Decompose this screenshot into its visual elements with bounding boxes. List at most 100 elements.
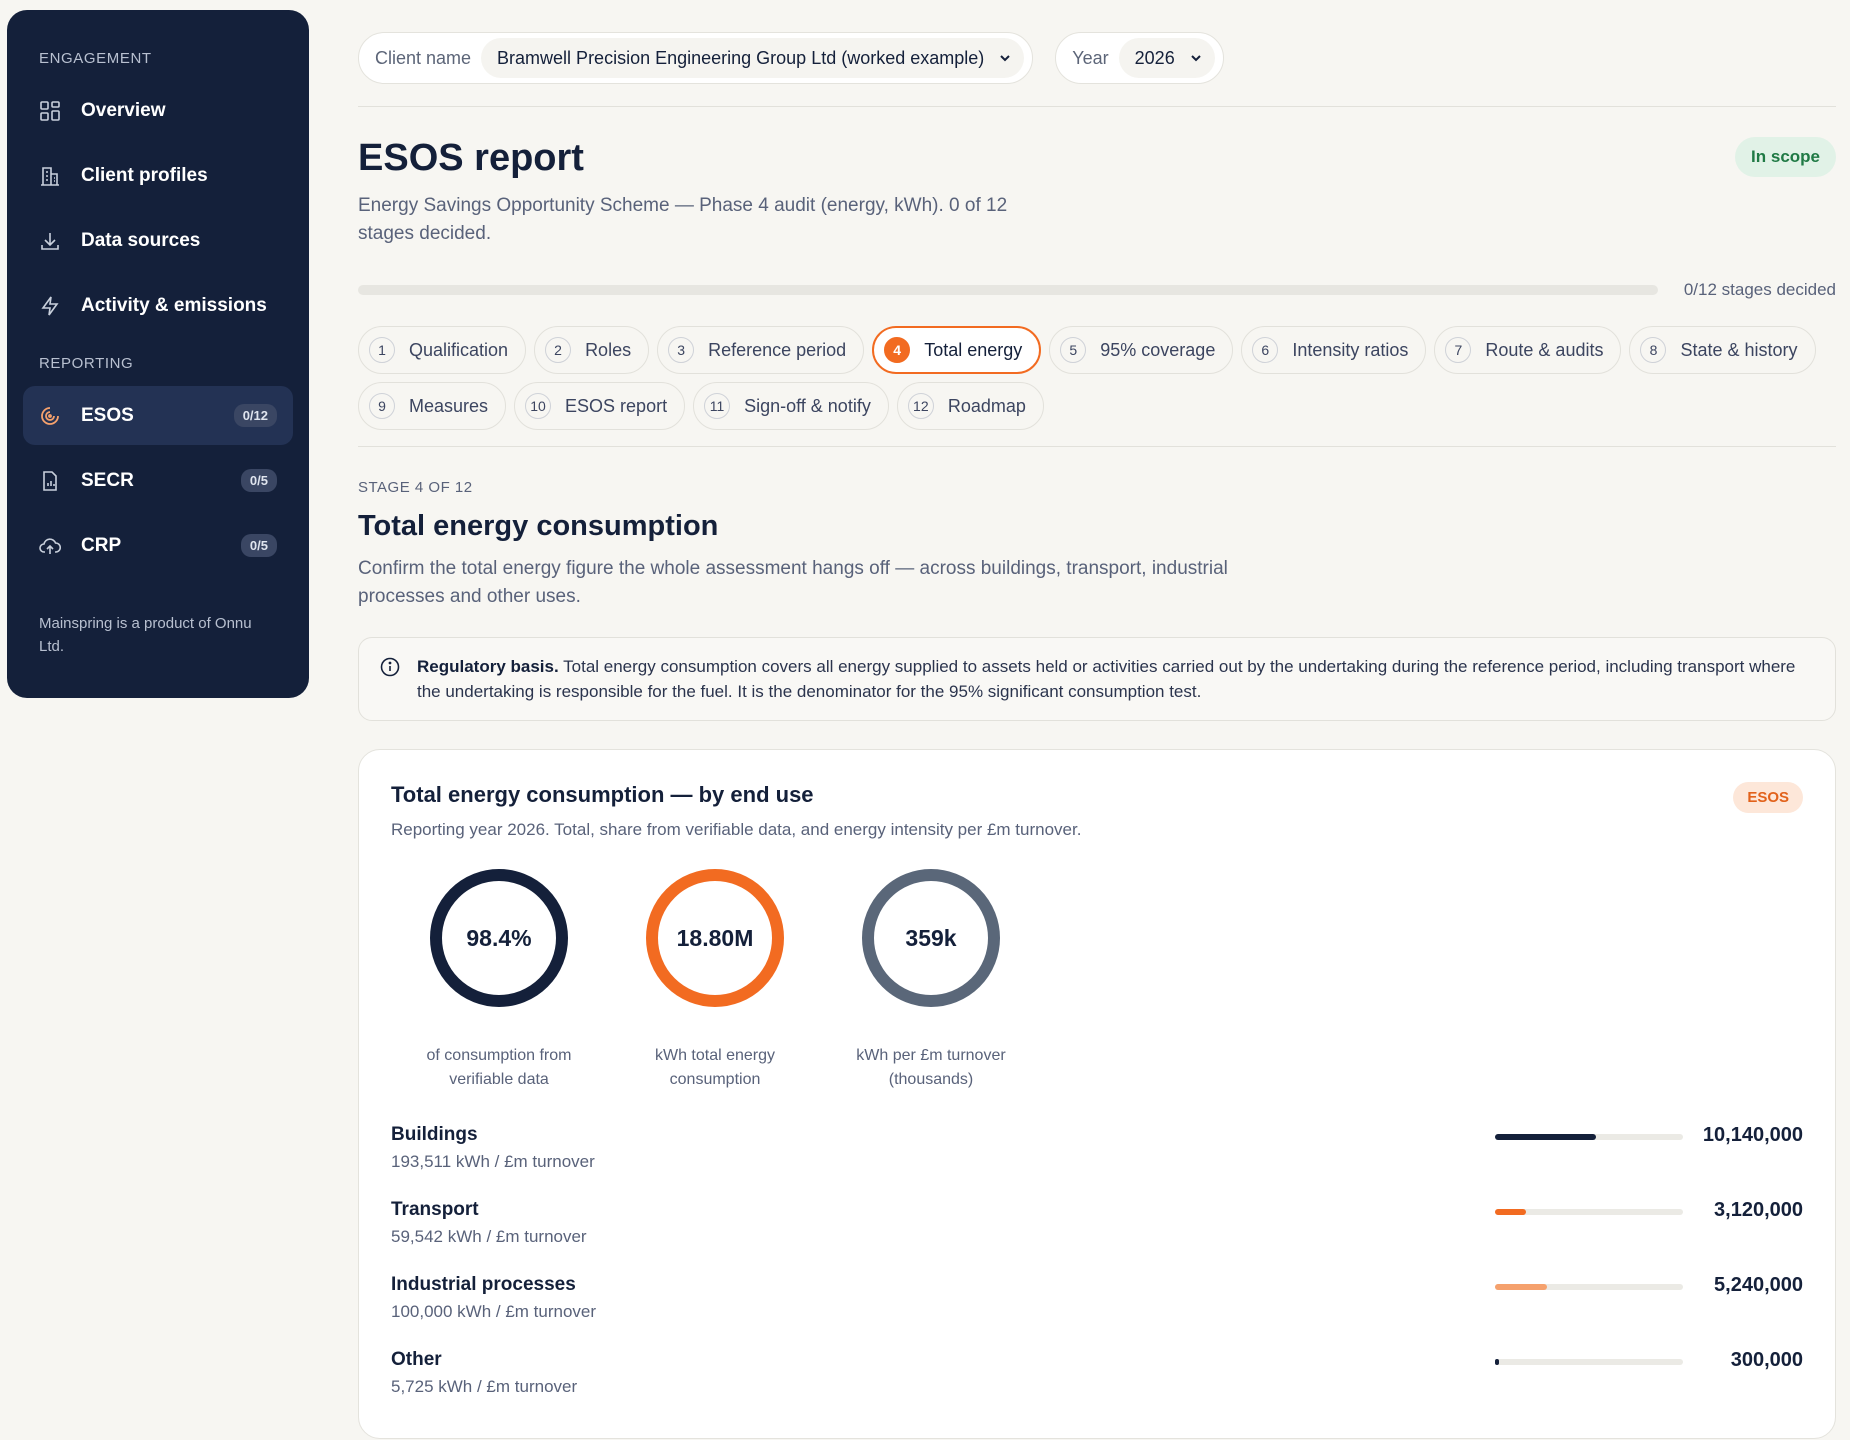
sidebar-item-label: SECR [81,469,134,491]
end-use-bar [1495,1134,1683,1140]
divider [358,106,1836,107]
page-title: ESOS report [358,137,584,179]
progress-text: 0/12 stages decided [1683,280,1836,299]
end-use-value: 300,000 [1730,1349,1803,1371]
end-use-value: 3,120,000 [1714,1199,1803,1221]
stage-label: Measures [409,395,489,416]
sidebar-footer: Mainspring is a product of Onnu Ltd. [39,615,252,655]
end-use-intensity: 100,000 kWh / £m turnover [391,1302,597,1321]
end-use-name: Industrial processes [391,1274,576,1295]
progress-badge: 0/5 [240,469,277,492]
end-use-bar-fill [1495,1134,1597,1140]
client-dropdown[interactable]: Bramwell Precision Engineering Group Ltd… [481,38,1025,78]
stage-number: 12 [907,393,934,419]
chevron-down-icon [1000,55,1010,62]
stage-tab-3[interactable]: 3 Reference period [657,326,865,374]
stage-label: ESOS report [565,395,668,416]
stage-tab-2[interactable]: 2 Roles [534,326,650,374]
sidebar-section-engagement: ENGAGEMENT [39,50,152,67]
end-use-row: Transport 59,542 kWh / £m turnover 3,120,0… [391,1199,1803,1274]
stage-tab-8[interactable]: 8 State & history [1629,326,1816,374]
stage-tab-9[interactable]: 9 Measures [358,382,507,430]
year-dropdown[interactable]: 2026 [1118,38,1215,78]
stage-number: 9 [369,393,395,419]
stage-number: 7 [1445,337,1472,363]
sidebar-item-label: Overview [81,99,166,121]
stage-tab-4[interactable]: 4 Total energy [872,326,1042,374]
donut-value: 18.80M [676,924,754,951]
stage-number: 2 [545,337,572,363]
progress-bar [358,285,1658,295]
stage-label: Total energy [924,339,1023,360]
stage-tab-5[interactable]: 5 95% coverage [1049,326,1234,374]
document-chart-icon [39,470,61,492]
end-use-bar [1495,1359,1683,1365]
donut-ring: 359k [861,868,1001,1008]
stage-number: 6 [1252,337,1279,363]
info-icon [380,657,400,677]
regulatory-callout: Regulatory basis. Total energy consumpti… [358,637,1836,721]
donut-metric: 18.80M kWh total energy consumption [607,868,823,1092]
stage-label: Roadmap [947,395,1026,416]
end-use-bar [1495,1284,1683,1290]
sidebar-item-crp[interactable]: CRP 0/5 [23,516,293,575]
end-use-bar [1495,1209,1683,1215]
stage-tab-10[interactable]: 10 ESOS report [514,382,686,430]
sidebar-item-activity-emissions[interactable]: Activity & emissions [23,276,293,335]
stage-tab-11[interactable]: 11 Sign-off & notify [693,382,889,430]
sidebar-item-data-sources[interactable]: Data sources [23,211,293,270]
stage-label: Sign-off & notify [744,395,871,416]
building-icon [39,165,61,187]
end-use-name: Transport [391,1199,479,1220]
sidebar-item-label: ESOS [81,404,134,426]
chevron-down-icon [1190,55,1201,62]
stage-label: Reference period [708,339,847,360]
sidebar-item-label: Client profiles [81,164,208,186]
year-label: Year [1072,47,1109,68]
download-icon [39,230,61,252]
sidebar-item-esos[interactable]: ESOS 0/12 [23,386,293,445]
donut-metric: 359k kWh per £m turnover (thousands) [823,868,1039,1092]
callout-lead: Regulatory basis. [417,657,559,676]
sidebar-item-label: Data sources [81,229,201,251]
stage-tab-6[interactable]: 6 Intensity ratios [1241,326,1427,374]
stage-label: 95% coverage [1100,339,1216,360]
stage-description: Confirm the total energy figure the whol… [358,558,1228,607]
end-use-intensity: 5,725 kWh / £m turnover [391,1377,578,1396]
end-use-bar-fill [1495,1209,1527,1215]
stage-number: 8 [1640,337,1667,363]
end-use-row: Buildings 193,511 kWh / £m turnover 10,140… [391,1124,1803,1199]
sidebar-item-label: CRP [81,534,122,556]
donut-ring: 98.4% [429,868,569,1008]
stage-tab-1[interactable]: 1 Qualification [358,326,527,374]
sidebar-item-secr[interactable]: SECR 0/5 [23,451,293,510]
stage-number: 10 [525,393,552,419]
end-use-intensity: 59,542 kWh / £m turnover [391,1227,587,1246]
end-use-bar-fill [1495,1359,1499,1365]
status-badge: In scope [1735,137,1836,177]
card-title: Total energy consumption — by end use [391,782,814,807]
sidebar-item-label: Activity & emissions [81,294,267,316]
lightning-icon [39,295,61,317]
page-subtitle: Energy Savings Opportunity Scheme — Phas… [358,195,1008,244]
end-use-row: Industrial processes 100,000 kWh / £m tur… [391,1274,1803,1349]
stage-tabs: 1 Qualification 2 Roles 3 Reference period 4 To… [358,326,1836,430]
client-selector: Client name Bramwell Precision Engineeri… [358,32,1034,84]
esos-badge: ESOS [1733,782,1803,813]
stage-title: Total energy consumption [358,510,719,542]
stage-label: Roles [585,339,632,360]
stage-tab-12[interactable]: 12 Roadmap [896,382,1044,430]
end-use-value: 10,140,000 [1702,1124,1803,1146]
stage-label: State & history [1680,339,1798,360]
stage-tab-7[interactable]: 7 Route & audits [1434,326,1622,374]
donut-value: 359k [905,924,957,951]
donut-value: 98.4% [466,924,532,951]
page-header: ESOS report Energy Savings Opportunity S… [358,137,1836,248]
end-use-name: Buildings [391,1124,478,1145]
target-icon [39,405,61,427]
sidebar-item-client-profiles[interactable]: Client profiles [23,146,293,205]
end-use-intensity: 193,511 kWh / £m turnover [391,1152,595,1171]
sidebar-item-overview[interactable]: Overview [23,81,293,140]
year-selector: Year 2026 [1055,32,1224,84]
end-use-list: Buildings 193,511 kWh / £m turnover 10,140… [391,1124,1803,1424]
